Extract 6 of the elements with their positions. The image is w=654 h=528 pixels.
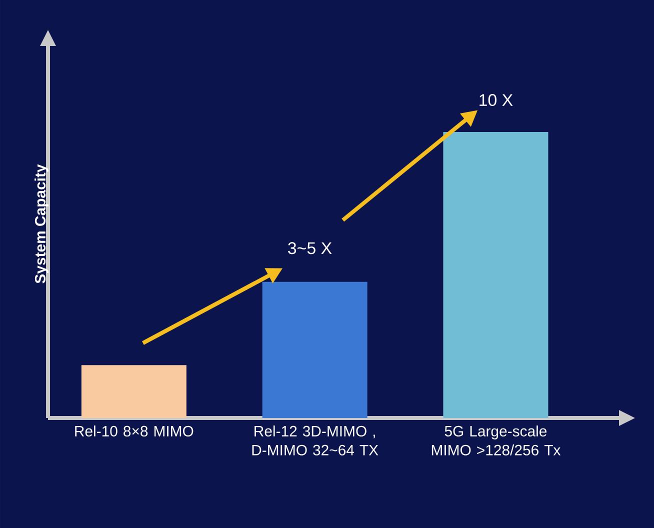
text: 10 X [480,94,513,106]
annotation: 3~5 X [288,242,332,254]
x-tick-label: 5G Large-scale MIMO >128/256 Tx [432,426,561,456]
y-axis-title: System Capacity [34,164,48,284]
x-tick-label: Rel-12 3D-MIMO , D-MIMO 32~64 TX [252,426,378,456]
x-tick-label: Rel-10 8×8 MIMO [75,426,194,436]
